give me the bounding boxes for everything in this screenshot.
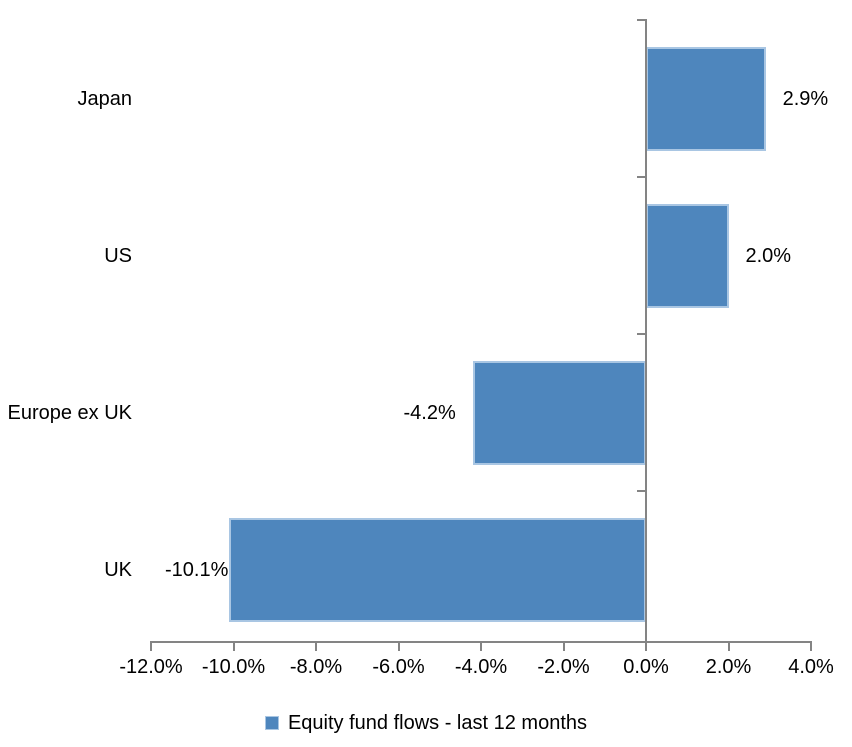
x-axis-tick-label: 0.0% [623,656,669,678]
x-axis-tick [150,641,152,651]
x-axis-tick-label: -6.0% [372,656,425,678]
data-label-japan: 2.9% [782,87,829,110]
legend-label: Equity fund flows - last 12 months [287,711,588,734]
data-label-uk: -10.1% [165,558,229,581]
x-axis-tick [480,641,482,651]
x-axis-tick [397,641,400,651]
x-axis-tick-label: 4.0% [788,656,834,678]
data-label-europe-ex-uk: -4.2% [403,401,456,424]
bar-europe-ex-uk [472,360,646,465]
legend-swatch-icon [264,716,279,730]
bar-us [646,203,729,308]
x-axis-tick [232,641,235,651]
category-axis-tick [637,333,646,335]
x-axis-tick [810,641,812,651]
category-axis-tick [637,490,646,492]
x-axis-tick-label: 2.0% [705,656,752,678]
x-axis-tick-label: -10.0% [201,656,266,678]
category-label-europe-ex-uk: Europe ex UK [7,401,132,424]
x-axis-tick-label: -2.0% [537,656,590,678]
category-label-japan: Japan [77,87,133,110]
legend: Equity fund flows - last 12 months [0,708,852,738]
x-axis-tick-label: -4.0% [454,656,508,678]
x-axis-tick [562,641,565,651]
category-axis-line [645,19,647,650]
category-label-uk: UK [104,558,132,581]
x-axis-line [150,641,812,643]
bar-japan [646,46,766,151]
x-axis-tick-label: -8.0% [289,656,343,678]
x-axis-tick [315,641,317,651]
data-label-us: 2.0% [745,244,792,267]
category-axis-tick [637,176,646,178]
category-axis-tick [637,19,646,21]
x-axis-tick [727,641,730,651]
bar-uk [229,517,646,622]
category-label-us: US [104,244,132,267]
x-axis-tick-label: -12.0% [119,656,183,678]
